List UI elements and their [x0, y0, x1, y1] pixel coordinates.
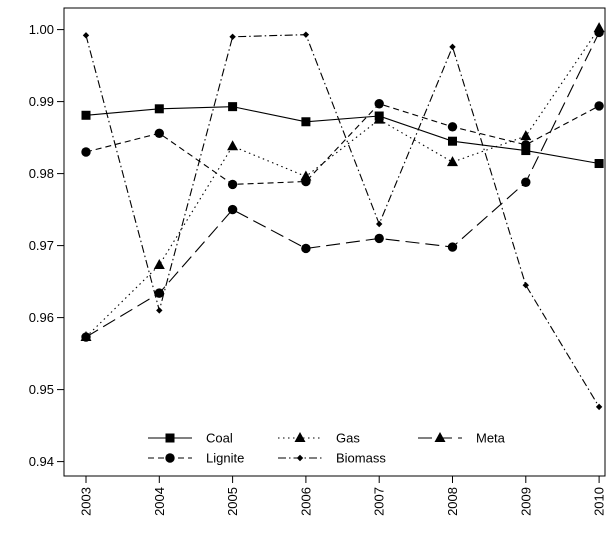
legend-label: Meta	[476, 431, 506, 446]
data-point-meta	[154, 288, 164, 298]
data-point-lignite	[227, 179, 238, 190]
data-point-meta	[447, 242, 458, 252]
data-point-lignite	[447, 122, 458, 132]
data-point-coal	[521, 146, 531, 156]
series-line-meta	[85, 32, 600, 338]
y-tick-label: 0.95	[29, 382, 54, 397]
x-axis: 2003 2004 2005 2006 2007 2008 2009 2010	[79, 476, 607, 516]
x-tick-label: 2004	[152, 487, 167, 516]
data-point-meta	[374, 233, 384, 244]
x-tick-label: 2010	[592, 487, 607, 516]
data-point-meta	[594, 27, 604, 38]
series-line-coal	[85, 106, 600, 165]
legend-item-lignite: Lignite	[148, 451, 244, 466]
data-point-coal	[228, 102, 238, 112]
data-point-biomass	[449, 43, 456, 51]
legend-item-biomass: Biomass	[278, 451, 386, 466]
legend-label: Biomass	[336, 451, 386, 466]
legend-label: Lignite	[206, 451, 244, 466]
series-lines	[85, 27, 600, 408]
y-tick-label: 0.97	[29, 238, 54, 253]
y-tick-label: 0.99	[29, 94, 54, 109]
legend-label: Coal	[206, 431, 233, 446]
legend-item-coal: Coal	[148, 431, 233, 446]
x-tick-label: 2003	[79, 487, 94, 516]
data-point-biomass	[82, 32, 90, 39]
x-tick-label: 2009	[518, 487, 533, 516]
legend: Coal Lignite Gas Biomass Meta	[148, 431, 506, 466]
y-tick-label: 1.00	[29, 22, 54, 37]
data-point-lignite	[374, 99, 384, 109]
x-tick-label: 2005	[225, 487, 240, 516]
data-point-meta	[521, 177, 531, 187]
data-point-gas	[520, 130, 532, 141]
series-line-lignite	[85, 103, 600, 185]
data-point-biomass	[302, 31, 310, 38]
data-point-biomass	[229, 33, 236, 40]
legend-marker	[165, 433, 175, 443]
y-axis: 0.94 0.95 0.96 0.97 0.98 0.99 1.00	[29, 22, 64, 469]
x-tick-label: 2006	[298, 487, 313, 516]
data-point-gas	[447, 156, 458, 167]
data-point-lignite	[154, 128, 164, 138]
data-point-coal	[594, 159, 604, 169]
data-point-biomass	[522, 282, 529, 289]
data-point-coal	[301, 117, 311, 127]
legend-marker	[294, 432, 306, 442]
legend-item-gas: Gas	[278, 431, 360, 446]
data-point-lignite	[521, 140, 531, 150]
series-line-biomass	[85, 34, 600, 408]
y-tick-label: 0.98	[29, 166, 54, 181]
data-point-lignite	[594, 101, 604, 111]
legend-marker	[165, 453, 175, 463]
data-point-gas	[153, 259, 165, 270]
data-point-biomass	[156, 307, 163, 314]
data-point-gas	[300, 170, 312, 181]
data-point-biomass	[376, 220, 383, 228]
data-point-coal	[154, 104, 164, 114]
data-point-meta	[301, 243, 311, 254]
series-markers	[80, 22, 605, 411]
data-point-gas	[373, 113, 385, 124]
data-point-gas	[227, 140, 239, 151]
legend-marker	[296, 454, 304, 462]
x-tick-label: 2007	[372, 487, 387, 516]
data-point-lignite	[81, 147, 91, 157]
series-line-gas	[85, 27, 600, 338]
data-point-meta	[227, 204, 238, 215]
x-tick-label: 2008	[445, 487, 460, 516]
y-tick-label: 0.96	[29, 310, 54, 325]
plot-frame	[63, 7, 606, 477]
data-point-meta	[81, 332, 91, 342]
legend-marker	[434, 432, 446, 442]
y-tick-label: 0.94	[29, 454, 54, 469]
data-point-coal	[81, 110, 91, 120]
data-point-biomass	[595, 403, 603, 411]
legend-item-meta: Meta	[418, 431, 506, 446]
legend-label: Gas	[336, 431, 360, 446]
data-point-coal	[448, 136, 457, 146]
